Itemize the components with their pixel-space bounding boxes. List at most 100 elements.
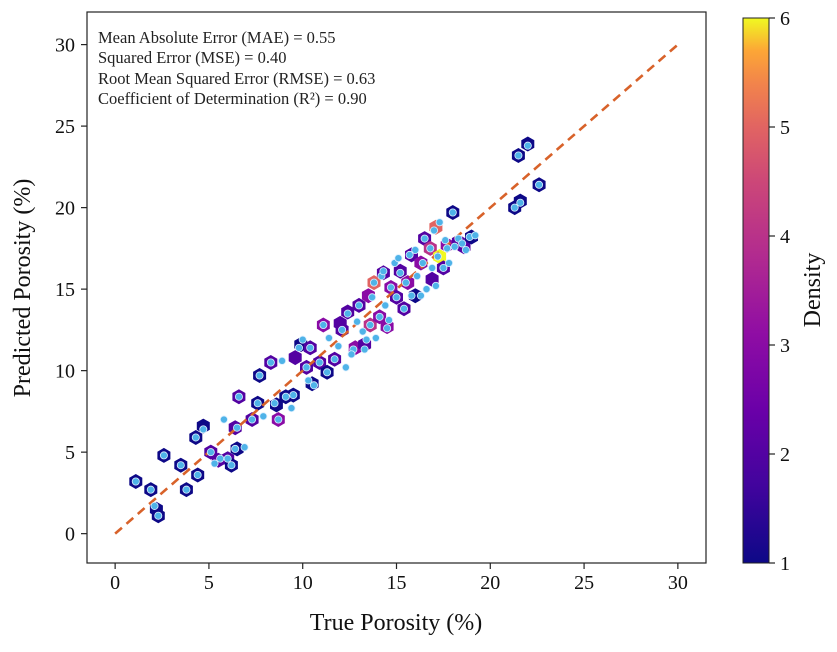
scatter-point [394,254,403,263]
scatter-point [193,470,202,479]
x-tick-label: 30 [668,572,688,594]
scatter-point [407,291,416,300]
scatter-point [176,461,185,470]
scatter-point [341,363,350,372]
scatter-point [347,350,356,359]
scatter-point [354,301,363,310]
scatter-point [422,285,431,294]
scatter-point [240,443,249,452]
metric-mse: Squared Error (MSE) = 0.40 [98,48,286,67]
scatter-point [448,208,457,217]
y-tick-label: 25 [55,116,75,138]
scatter-point [255,371,264,380]
scatter-point [471,231,480,240]
scatter-point [430,226,439,235]
scatter-point [383,324,392,333]
scatter-point [401,278,410,287]
scatter-point [294,343,303,352]
scatter-point [510,203,519,212]
scatter-point [381,301,390,310]
colorbar-tick-label: 6 [780,8,790,30]
scatter-point [216,454,225,463]
scatter-point [253,399,262,408]
scatter-point [154,511,163,520]
scatter-point [426,244,435,253]
scatter-point [289,391,298,400]
scatter-point [366,320,375,329]
scatter-point [416,291,425,300]
scatter-point [400,304,409,313]
scatter-point [338,325,347,334]
scatter-point [182,485,191,494]
scatter-point [435,218,444,227]
scatter-point [131,477,140,486]
scatter-point [396,268,405,277]
scatter-point [278,356,287,365]
scatter-point [433,252,442,261]
scatter-point [405,250,414,259]
scatter-point [443,244,452,253]
scatter-point [206,448,215,457]
scatter-points-layer [131,141,544,520]
y-axis-title: Predicted Porosity (%) [10,179,36,398]
scatter-point [210,459,219,468]
scatter-point [287,404,296,413]
scatter-point [231,444,240,453]
density-hex-cell [288,350,302,366]
scatter-point [150,501,159,510]
scatter-point [309,381,318,390]
scatter-point [371,334,380,343]
y-tick-label: 30 [55,35,75,57]
metric-mae: Mean Absolute Error (MAE) = 0.55 [98,28,336,47]
colorbar-title: Density [800,253,826,328]
metric-rmse: Root Mean Squared Error (RMSE) = 0.63 [98,69,375,88]
x-axis-ticks: 0 5 10 15 20 25 30 [110,563,688,594]
scatter-point [223,454,232,463]
scatter-point [368,293,377,302]
scatter-point [323,368,332,377]
scatter-point [458,239,467,248]
colorbar-tick-label: 3 [780,335,790,357]
scatter-point [270,399,279,408]
y-tick-label: 20 [55,198,75,220]
scatter-point [428,263,437,272]
scatter-point [516,198,525,207]
scatter-point [191,433,200,442]
y-tick-label: 15 [55,279,75,301]
scatter-point [514,151,523,160]
colorbar-tick-label: 2 [780,444,790,466]
metric-r2: Coefficient of Determination (R²) = 0.90 [98,89,367,108]
y-tick-label: 10 [55,361,75,383]
y-tick-label: 0 [65,524,75,546]
x-tick-label: 20 [480,572,500,594]
scatter-point [379,267,388,276]
colorbar-tick-label: 5 [780,117,790,139]
scatter-point [304,376,313,385]
scatter-point [360,345,369,354]
scatter-point [461,246,470,255]
scatter-point [219,415,228,424]
scatter-point [233,423,242,432]
scatter-point [330,355,339,364]
scatter-point [315,358,324,367]
scatter-point [392,293,401,302]
x-axis-title: True Porosity (%) [310,610,482,636]
colorbar: 1 2 3 4 5 6 Density [742,8,826,575]
scatter-point [445,259,454,268]
scatter-point [369,278,378,287]
colorbar-tick-label: 4 [780,226,790,248]
scatter-point [199,425,208,434]
y-tick-label: 5 [65,442,75,464]
colorbar-gradient [742,17,770,564]
scatter-point [439,263,448,272]
scatter-point [353,317,362,326]
x-tick-label: 0 [110,572,120,594]
scatter-point [384,316,393,325]
scatter-point [343,309,352,318]
scatter-point [266,358,275,367]
scatter-point [234,392,243,401]
metrics-annotation: Mean Absolute Error (MAE) = 0.55 Squared… [98,28,375,108]
scatter-point [146,485,155,494]
scatter-point [274,415,283,424]
